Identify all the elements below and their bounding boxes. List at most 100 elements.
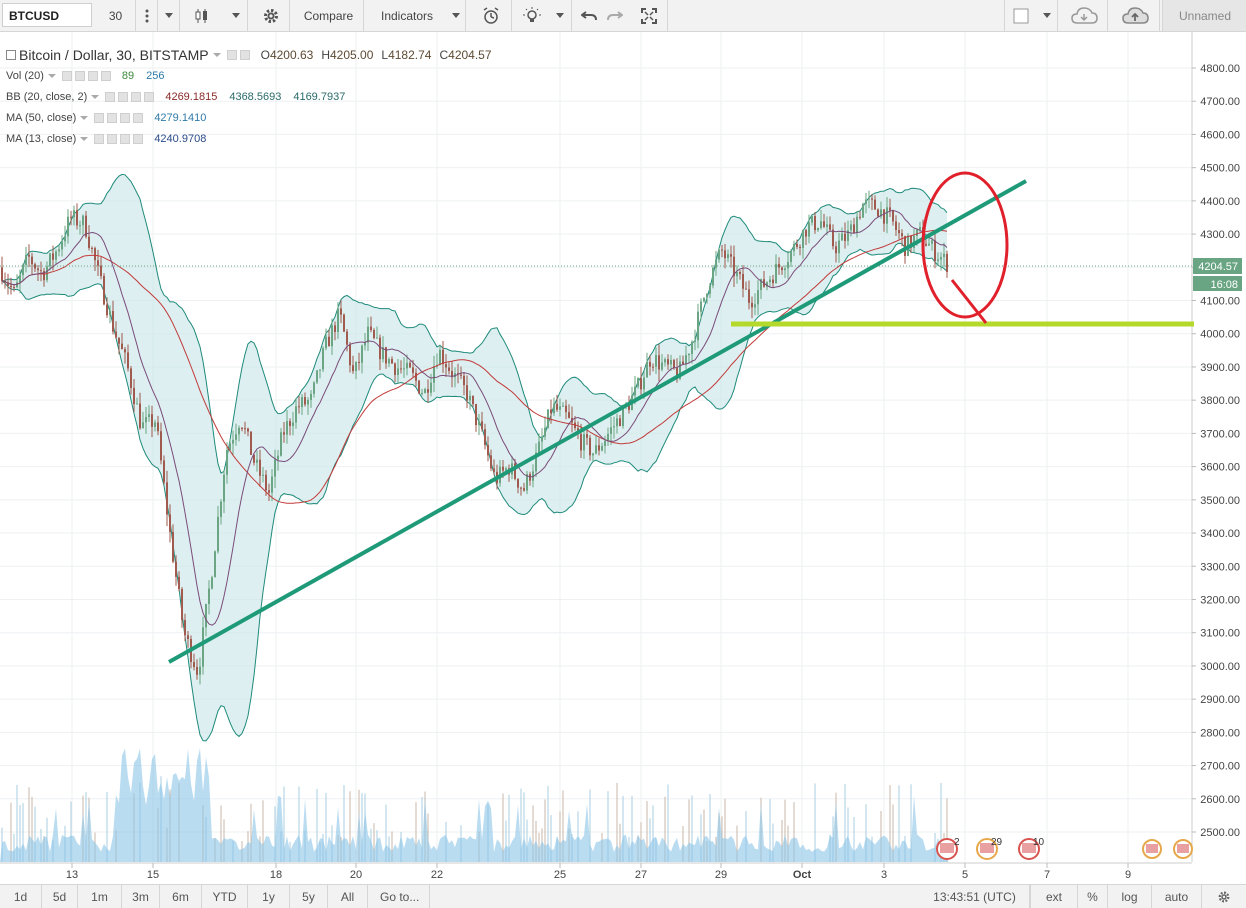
utc-clock[interactable]: 13:43:51 (UTC): [920, 885, 1030, 908]
uptrend-line[interactable]: [168, 179, 1027, 664]
color-dropdown-icon[interactable]: [1036, 0, 1058, 31]
ma13-close-icon[interactable]: [133, 133, 144, 144]
range-ytd[interactable]: YTD: [202, 885, 248, 908]
candle-body: [793, 243, 795, 252]
range-5d[interactable]: 5d: [42, 885, 78, 908]
price-tick-label: 2600.00: [1200, 794, 1240, 806]
candle-body: [229, 443, 231, 451]
range-3m[interactable]: 3m: [122, 885, 160, 908]
gear-icon[interactable]: [252, 0, 290, 31]
event-marker-2[interactable]: 29: [976, 837, 1003, 860]
gear-icon[interactable]: [1202, 885, 1246, 908]
candle-body: [136, 403, 138, 405]
candle-body: [139, 403, 141, 429]
chart-type-dropdown-icon[interactable]: [224, 0, 248, 31]
goto-button[interactable]: Go to...: [368, 885, 430, 908]
range-5y[interactable]: 5y: [290, 885, 328, 908]
symbol-input[interactable]: BTCUSD: [2, 3, 92, 27]
candle-body: [805, 230, 807, 237]
ma13-settings-icon[interactable]: [107, 133, 118, 144]
ma50-close-icon[interactable]: [133, 112, 144, 123]
candle-body: [811, 216, 813, 223]
candle-body: [187, 635, 189, 640]
compare-button[interactable]: Compare: [294, 0, 364, 31]
candle-body: [493, 468, 495, 472]
ma50-add-icon[interactable]: [120, 112, 131, 123]
cloud-icon[interactable]: [1060, 0, 1108, 31]
candle-body: [868, 198, 870, 200]
square-icon[interactable]: [1004, 0, 1036, 31]
moving-averages: [1, 209, 948, 626]
event-marker-1[interactable]: 2: [936, 837, 960, 860]
ma50-settings-icon[interactable]: [107, 112, 118, 123]
alert-clock-icon[interactable]: [470, 0, 512, 31]
series-dropdown-icon[interactable]: [212, 52, 221, 57]
ma13-eye-icon[interactable]: [94, 133, 105, 144]
log-toggle[interactable]: log: [1108, 885, 1152, 908]
candle-body: [532, 471, 534, 481]
vol-eye-icon[interactable]: [61, 70, 72, 81]
candle-body: [379, 337, 381, 360]
event-marker-4[interactable]: [1142, 839, 1162, 859]
bb-close-icon[interactable]: [144, 91, 155, 102]
range-all[interactable]: All: [328, 885, 368, 908]
fullscreen-icon[interactable]: [630, 0, 668, 31]
indicators-button[interactable]: Indicators: [380, 8, 434, 23]
ma50-dropdown-icon[interactable]: [80, 115, 89, 120]
candle-body: [148, 414, 150, 417]
price-chart[interactable]: 4800.00 4700.00 4600.00 4500.00 4400.00 4300.…: [0, 32, 1246, 884]
ma50-eye-icon[interactable]: [94, 112, 105, 123]
ma13-add-icon[interactable]: [120, 133, 131, 144]
candle-body: [943, 253, 945, 258]
candle-body: [607, 433, 609, 441]
lightbulb-dropdown-icon[interactable]: [548, 0, 572, 31]
layout-name-button[interactable]: Unnamed: [1162, 0, 1246, 31]
series-eye-icon[interactable]: [226, 49, 237, 60]
bb-value-1: 4269.1815: [165, 90, 218, 103]
candle-body: [502, 466, 504, 471]
vol-settings-icon[interactable]: [74, 70, 85, 81]
range-1m[interactable]: 1m: [78, 885, 122, 908]
candle-body: [103, 276, 105, 305]
time-tick-label: 25: [554, 869, 566, 881]
auto-toggle[interactable]: auto: [1152, 885, 1202, 908]
candle-body: [460, 374, 462, 376]
range-1d[interactable]: 1d: [0, 885, 42, 908]
price-tick-label: 3900.00: [1200, 362, 1240, 374]
undo-icon[interactable]: [576, 0, 602, 31]
ext-toggle[interactable]: ext: [1030, 885, 1078, 908]
percent-toggle[interactable]: %: [1078, 885, 1108, 908]
annotation-circle[interactable]: [921, 171, 1009, 319]
more-vert-icon[interactable]: [136, 0, 158, 31]
indicators-dropdown-icon[interactable]: [446, 0, 466, 31]
annotation-tail[interactable]: [950, 279, 988, 324]
range-1y[interactable]: 1y: [248, 885, 290, 908]
bb-add-icon[interactable]: [131, 91, 142, 102]
price-tick-label: 3600.00: [1200, 462, 1240, 474]
lightbulb-icon[interactable]: [516, 0, 548, 31]
event-marker-5[interactable]: [1173, 839, 1193, 859]
cloud-upload-icon[interactable]: [1110, 0, 1160, 31]
candle-body: [265, 474, 267, 491]
series-title: Bitcoin / Dollar, 30, BITSTAMP: [19, 46, 209, 63]
candles-icon[interactable]: [180, 0, 224, 31]
vol-add-icon[interactable]: [87, 70, 98, 81]
vol-dropdown-icon[interactable]: [47, 73, 56, 78]
candle-body: [646, 361, 648, 378]
series-settings-icon[interactable]: [239, 49, 250, 60]
bb-settings-icon[interactable]: [118, 91, 129, 102]
open-label: O: [260, 47, 270, 62]
redo-icon[interactable]: [602, 0, 628, 31]
bb-dropdown-icon[interactable]: [91, 94, 100, 99]
bb-eye-icon[interactable]: [105, 91, 116, 102]
ma13-dropdown-icon[interactable]: [80, 136, 89, 141]
interval-selector[interactable]: 30: [96, 0, 136, 31]
interval-dropdown-icon[interactable]: [158, 0, 180, 31]
candle-body: [319, 369, 321, 371]
event-marker-3[interactable]: 10: [1018, 837, 1045, 860]
collapse-icon[interactable]: [6, 49, 16, 60]
candle-body: [361, 345, 363, 363]
range-6m[interactable]: 6m: [160, 885, 202, 908]
candle-body: [556, 403, 558, 410]
vol-close-icon[interactable]: [100, 70, 111, 81]
